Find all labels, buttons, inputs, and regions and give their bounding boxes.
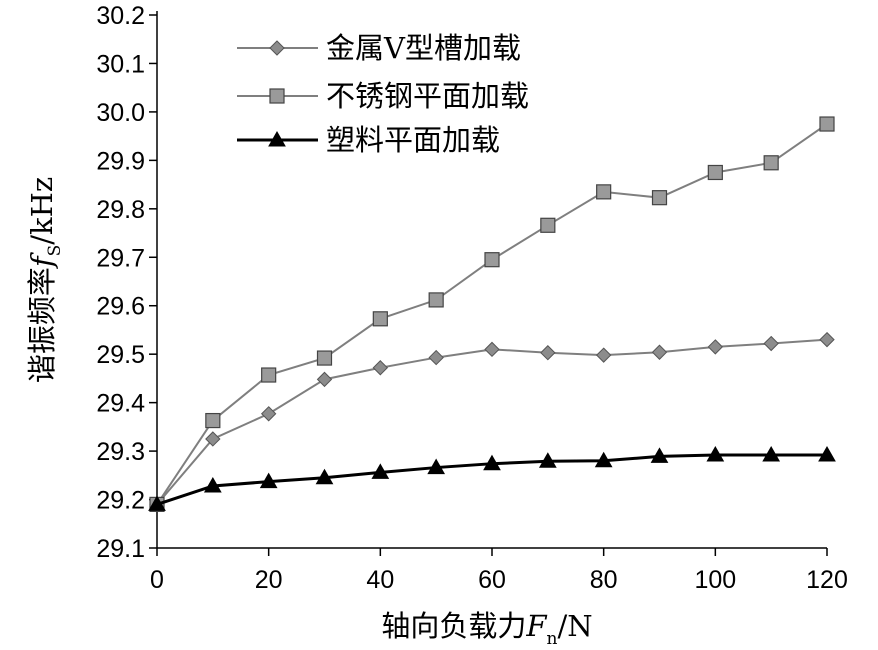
y-tick-label: 30.2 xyxy=(96,2,145,30)
data-point xyxy=(706,445,725,462)
legend-item: 金属V型槽加载 xyxy=(237,31,521,65)
data-point xyxy=(540,345,556,361)
y-ticks: 29.1 29.2 29.3 29.4 29.5 29.6 29.7 29.8 29.9 30.0… xyxy=(96,2,157,563)
y-tick-label: 29.7 xyxy=(96,244,145,272)
series-1 xyxy=(149,331,835,513)
data-point xyxy=(594,451,613,468)
data-point xyxy=(428,349,444,366)
data-point xyxy=(818,445,836,462)
data-point xyxy=(428,292,444,308)
data-point xyxy=(261,367,277,383)
data-point xyxy=(762,445,781,462)
x-ticks: 0 20 40 60 80 100 120 xyxy=(150,548,848,594)
x-tick-label: 20 xyxy=(255,566,283,594)
data-point xyxy=(538,452,557,468)
data-point xyxy=(819,331,835,348)
series-2 xyxy=(149,116,835,512)
y-tick-label: 29.8 xyxy=(96,196,145,224)
x-tick-label: 40 xyxy=(366,566,394,594)
legend-label: 不锈钢平面加载 xyxy=(326,79,529,113)
data-point xyxy=(372,360,389,376)
data-point xyxy=(203,476,222,493)
legend-item: 塑料平面加载 xyxy=(237,123,500,157)
data-point xyxy=(372,311,388,327)
y-tick-label: 29.4 xyxy=(96,390,145,418)
data-point xyxy=(595,347,612,363)
data-point xyxy=(371,463,390,479)
data-point xyxy=(315,468,334,485)
x-axis-subscript: n xyxy=(547,629,558,649)
y-axis-unit: /kHz xyxy=(25,177,59,245)
y-tick-label: 29.9 xyxy=(96,147,145,175)
data-point xyxy=(148,495,166,511)
legend-label: 金属V型槽加载 xyxy=(326,31,521,65)
x-axis-unit: /N xyxy=(557,609,592,643)
x-axis-label: 轴向负载力 xyxy=(381,609,526,643)
y-tick-label: 29.3 xyxy=(96,438,145,466)
data-point xyxy=(651,190,668,206)
legend-item: 不锈钢平面加载 xyxy=(237,79,529,113)
data-point xyxy=(427,458,446,475)
y-tick-label: 29.6 xyxy=(96,293,145,321)
y-axis-title: 谐振频率fS/kHz xyxy=(25,177,65,383)
y-tick-label: 29.5 xyxy=(96,341,145,369)
data-point xyxy=(484,341,500,358)
data-point xyxy=(205,412,221,429)
x-axis-title: 轴向负载力Fn/N xyxy=(381,609,592,649)
data-point xyxy=(540,217,556,233)
x-tick-label: 0 xyxy=(150,566,164,594)
x-axis-symbol: F xyxy=(525,609,547,643)
legend-marker xyxy=(269,88,285,104)
legend-marker xyxy=(268,130,286,147)
y-tick-label: 29.2 xyxy=(96,487,145,515)
x-tick-label: 120 xyxy=(806,566,848,594)
data-point xyxy=(819,116,835,132)
data-point xyxy=(707,164,723,181)
data-point xyxy=(483,454,501,471)
series-3 xyxy=(148,445,836,511)
data-point xyxy=(484,252,500,268)
data-point xyxy=(650,447,669,463)
data-point xyxy=(259,472,278,489)
x-tick-label: 80 xyxy=(590,566,618,594)
data-point xyxy=(707,339,724,355)
legend-label: 塑料平面加载 xyxy=(326,123,500,157)
data-point xyxy=(651,344,668,360)
data-point xyxy=(763,335,779,352)
y-tick-label: 30.1 xyxy=(96,50,145,78)
y-axis-subscript: S xyxy=(45,245,65,257)
data-point xyxy=(205,431,221,447)
data-point xyxy=(316,350,333,366)
legend-marker xyxy=(269,40,285,56)
data-point xyxy=(316,371,333,388)
data-point xyxy=(763,155,779,171)
series-line xyxy=(156,338,828,506)
x-tick-label: 100 xyxy=(694,566,736,594)
y-tick-label: 30.0 xyxy=(96,99,145,127)
data-point xyxy=(260,406,277,422)
data-point xyxy=(596,184,612,200)
x-tick-label: 60 xyxy=(478,566,506,594)
y-tick-label: 29.1 xyxy=(96,535,145,563)
series-group xyxy=(148,116,836,513)
series-line xyxy=(156,123,828,505)
y-axis-label: 谐振频率 xyxy=(25,267,59,383)
